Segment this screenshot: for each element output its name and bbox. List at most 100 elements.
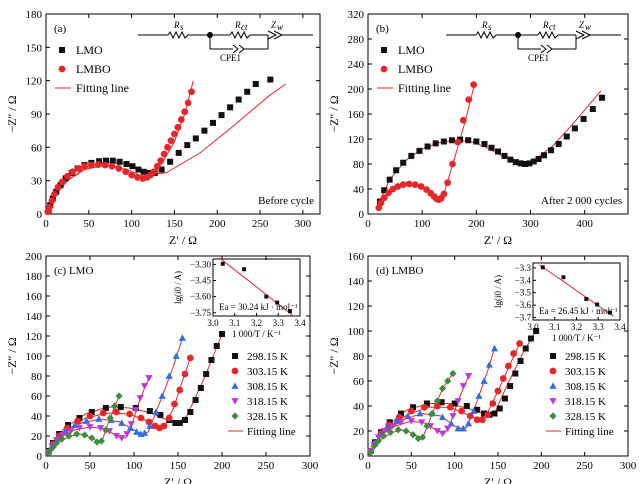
- data-point: [507, 156, 514, 163]
- data-point: [97, 437, 106, 445]
- legend-marker: [381, 47, 387, 53]
- data-point: [67, 428, 75, 435]
- data-point: [494, 387, 502, 395]
- y-tick-label: 200: [348, 84, 365, 96]
- data-point: [407, 418, 415, 425]
- panel-annotation: After 2 000 cycles: [541, 195, 622, 207]
- data-point: [145, 375, 153, 382]
- data-point: [197, 385, 204, 391]
- legend-marker: [380, 65, 388, 73]
- y-tick-label: 100: [348, 326, 365, 338]
- data-point: [208, 357, 215, 363]
- inset-y-tick-label: −3.4: [515, 275, 532, 285]
- circuit-sub-w: w: [585, 22, 591, 32]
- y-tick-label: 40: [31, 411, 43, 423]
- y-tick-label: 0: [359, 451, 365, 463]
- inset-data-point: [287, 309, 292, 314]
- circuit-label-cpe1: CPE1: [220, 53, 241, 63]
- data-point: [400, 159, 407, 166]
- inset-data-point: [607, 310, 612, 315]
- data-point: [48, 444, 56, 452]
- data-point: [164, 143, 171, 151]
- data-point: [444, 179, 452, 187]
- data-point: [512, 159, 519, 166]
- data-point: [416, 147, 423, 154]
- data-point: [145, 418, 153, 426]
- fit-line: [45, 80, 194, 215]
- x-tick-label: 150: [170, 460, 187, 472]
- inset-y-tick-label: −3.30: [190, 259, 211, 269]
- data-point: [432, 140, 439, 147]
- y-tick-label: 100: [26, 351, 43, 363]
- data-point: [160, 150, 168, 158]
- data-point: [140, 383, 149, 390]
- data-point: [58, 435, 66, 443]
- circuit-sub-ct: ct: [549, 22, 556, 32]
- data-point: [45, 449, 53, 457]
- legend-label: 303.15 K: [247, 366, 288, 378]
- x-tick-label: 300: [620, 460, 637, 472]
- data-point: [423, 400, 430, 407]
- inset-x-label: 1 000/T / K⁻¹: [552, 333, 601, 343]
- x-tick-label: 200: [214, 460, 231, 472]
- x-tick-label: 250: [252, 218, 269, 230]
- legend-marker: [231, 412, 239, 420]
- data-point: [438, 413, 447, 421]
- legend-marker: [549, 382, 557, 389]
- data-point: [517, 358, 524, 364]
- data-point: [172, 352, 180, 359]
- x-tick-label: 200: [533, 460, 550, 472]
- data-point: [527, 335, 534, 342]
- legend-3: 298.15 K 303.15 K 308.15 K 318.15 K 328.15 K…: [546, 351, 614, 438]
- data-point: [227, 104, 234, 111]
- data-point: [428, 409, 436, 418]
- data-point: [181, 370, 189, 378]
- data-point: [496, 405, 503, 412]
- data-point: [129, 163, 136, 170]
- data-point: [470, 407, 478, 414]
- data-point: [165, 372, 173, 379]
- inset-fit-line: [539, 264, 614, 317]
- data-point: [420, 403, 428, 411]
- y-tick-label: 320: [348, 9, 365, 21]
- data-point: [522, 345, 529, 352]
- circuit-sub-s: s: [180, 22, 184, 32]
- circuit-label-zw: Z: [579, 20, 585, 30]
- inset-annotation: Ea = 26.45 kJ · mol⁻¹: [539, 306, 618, 316]
- data-point: [433, 428, 441, 435]
- legend-label: LMO: [76, 43, 103, 57]
- x-tick-label: 300: [302, 460, 319, 472]
- data-point: [433, 402, 441, 410]
- data-point: [526, 160, 533, 167]
- data-point: [111, 402, 119, 410]
- data-point: [474, 406, 481, 413]
- data-point: [95, 415, 103, 422]
- y-tick-label: 0: [37, 451, 43, 463]
- data-point: [555, 141, 562, 147]
- data-point: [367, 448, 375, 456]
- x-axis-label: Z′ / Ω: [484, 475, 512, 484]
- y-tick-label: 120: [348, 134, 365, 146]
- data-point: [449, 369, 457, 378]
- data-point: [444, 425, 452, 433]
- inset-x-tick-label: 3.1: [229, 318, 240, 328]
- inset-y-tick-label: −3.3: [515, 263, 532, 273]
- data-point: [176, 386, 184, 394]
- circuit-label-rct: R: [542, 20, 549, 30]
- data-point: [589, 106, 596, 112]
- fit-line: [367, 373, 454, 457]
- data-point: [76, 415, 83, 421]
- y-tick-label: 140: [26, 311, 43, 323]
- data-point: [488, 144, 495, 151]
- series-1: [44, 88, 195, 216]
- data-point: [87, 161, 95, 169]
- data-point: [134, 173, 142, 181]
- data-point: [46, 203, 53, 211]
- data-point: [101, 161, 109, 169]
- legend-label: 308.15 K: [247, 381, 288, 393]
- data-point: [490, 344, 499, 352]
- data-point: [152, 408, 160, 415]
- data-point: [65, 432, 73, 440]
- data-point: [491, 410, 498, 417]
- resistor-symbol: [229, 30, 251, 40]
